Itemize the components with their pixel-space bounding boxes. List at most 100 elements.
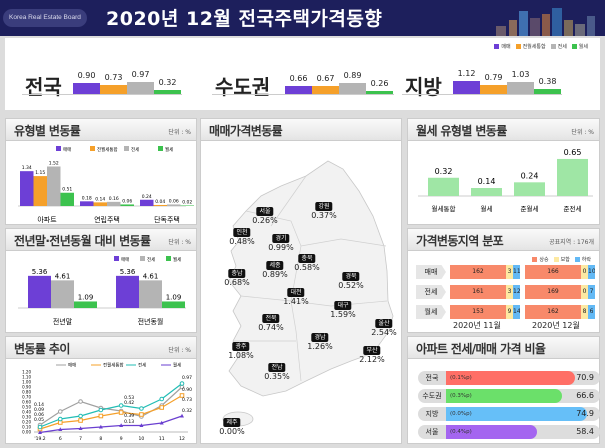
divider: [212, 94, 394, 95]
data-point: [179, 393, 185, 398]
region-name: 전북: [262, 314, 280, 323]
legend-label: 월세: [173, 256, 181, 263]
distribution-row: 월세 153 9 14 162 8 6: [416, 305, 601, 319]
category-label: 단독주택: [154, 215, 180, 224]
data-point: [78, 413, 83, 419]
unit-label: 단위 : %: [168, 239, 191, 246]
region-value: 1.26%: [307, 342, 333, 351]
map-region-2[interactable]: 인천 0.48%: [229, 227, 255, 247]
legend-label: 매매: [121, 256, 129, 263]
map-region-15[interactable]: 전남 0.35%: [264, 362, 290, 382]
bar-segment: 3: [506, 265, 513, 279]
category-label: 연립주택: [94, 215, 120, 224]
ratio-region: 전국: [425, 374, 439, 382]
summary-value: 0.97: [131, 70, 150, 80]
map-region-5[interactable]: 세종 0.89%: [262, 260, 288, 280]
summary-region-label: 지방: [405, 75, 442, 99]
map-region-11[interactable]: 울산 2.54%: [371, 318, 397, 338]
bar: [557, 158, 588, 196]
trend-line-chart: 0.000.100.200.300.400.500.600.700.800.90…: [22, 362, 192, 443]
legend-swatch: [158, 146, 163, 151]
city-skyline-icon: [496, 8, 595, 36]
bar: [74, 301, 97, 308]
distribution-row: 매매 162 3 11 166 0 10: [416, 265, 601, 279]
map-region-16[interactable]: 제주 0.00%: [219, 417, 245, 437]
category-label: 월세통합: [432, 204, 456, 213]
bar-value-label: 0.24: [521, 171, 539, 180]
region-name: 경북: [342, 272, 360, 281]
bar: [139, 280, 162, 308]
legend-label: 전세: [147, 256, 155, 263]
data-point: [159, 405, 165, 410]
region-name: 경남: [311, 333, 329, 342]
distribution-legend: 상승 보합 하락: [532, 256, 591, 263]
x-tick-label: 12: [179, 436, 185, 442]
distribution-panel: 가격변동지역 분포 공표지역 : 176개 상승 보합 하락 매매 162 3 11 16…: [407, 228, 600, 333]
region-value: 0.52%: [338, 281, 364, 290]
series-line: [39, 383, 183, 428]
panel-title: 변동률 추이: [14, 342, 70, 356]
bar: [28, 275, 51, 308]
bar-segment: 10: [588, 265, 595, 279]
row-label: 매매: [416, 265, 446, 279]
summary-bar: [453, 80, 480, 94]
bar-value-label: 1.09: [78, 293, 94, 301]
region-name: 강원: [315, 202, 333, 211]
map-region-9[interactable]: 대구 1.59%: [330, 300, 356, 320]
region-value: 1.41%: [283, 297, 309, 306]
panel-title: 아파트 전세/매매 가격 비율: [416, 342, 546, 356]
bar-segment: 6: [588, 305, 595, 319]
bar-value-label: 0.24: [142, 194, 152, 200]
bar: [180, 205, 194, 206]
map-region-3[interactable]: 경기 0.99%: [268, 233, 294, 253]
ratio-row: 수도권 (0.3%p) 66.6: [418, 389, 600, 403]
region-name: 전남: [268, 363, 286, 372]
summary-value: 0.90: [77, 71, 96, 81]
bar: [80, 201, 94, 206]
legend-label: 월세: [173, 362, 181, 369]
ratio-bar: [446, 407, 587, 421]
map-region-13[interactable]: 광주 1.08%: [228, 341, 254, 361]
map-region-0[interactable]: 서울 0.26%: [252, 206, 278, 226]
panel-title: 매매가격변동률: [209, 124, 283, 138]
map-region-10[interactable]: 전북 0.74%: [258, 313, 284, 333]
map-region-1[interactable]: 강원 0.37%: [311, 201, 337, 221]
region-name: 인천: [233, 228, 251, 237]
bar-value-label: 0.14: [95, 196, 105, 202]
data-point: [78, 426, 83, 430]
category-label: 아파트: [37, 215, 57, 224]
bar-value-label: 0.32: [435, 167, 453, 176]
bar-value-label: 0.14: [478, 177, 496, 186]
legend-swatch: [114, 256, 119, 261]
y-tick-label: 1.00: [22, 380, 31, 385]
bar: [116, 275, 139, 308]
data-point: [98, 407, 104, 413]
data-point: [180, 413, 184, 418]
region-value: 0.00%: [219, 427, 245, 436]
bar-segment: 7: [588, 285, 595, 299]
region-value: 0.37%: [311, 211, 337, 220]
summary-value: 0.66: [289, 74, 308, 84]
bar-value-label: 1.15: [35, 170, 45, 176]
ratio-bar: [446, 425, 538, 439]
map-region-8[interactable]: 대전 1.41%: [283, 287, 309, 307]
map-region-6[interactable]: 충남 0.68%: [224, 268, 250, 288]
brand-badge: Korea Real Estate Board: [3, 9, 87, 27]
y-tick-label: 0.80: [22, 390, 31, 395]
category-label: 전년말: [53, 317, 73, 326]
map-region-7[interactable]: 경북 0.52%: [338, 271, 364, 291]
bar-value-label: 5.36: [32, 268, 48, 276]
stacked-bar: 153 9 14: [450, 305, 520, 319]
region-value: 2.54%: [371, 328, 397, 337]
map-region-14[interactable]: 부산 2.12%: [359, 345, 385, 365]
bar: [140, 199, 154, 206]
summary-value: 0.79: [484, 72, 503, 82]
map-region-12[interactable]: 경남 1.26%: [307, 332, 333, 352]
divider: [402, 94, 562, 95]
summary-bar: [127, 82, 154, 94]
summary-bar: [154, 90, 181, 94]
legend-swatch: [90, 146, 95, 151]
region-value: 1.59%: [330, 310, 356, 319]
ratio-change: (0.1%p): [450, 375, 472, 381]
map-region-4[interactable]: 충북 0.58%: [294, 253, 320, 273]
